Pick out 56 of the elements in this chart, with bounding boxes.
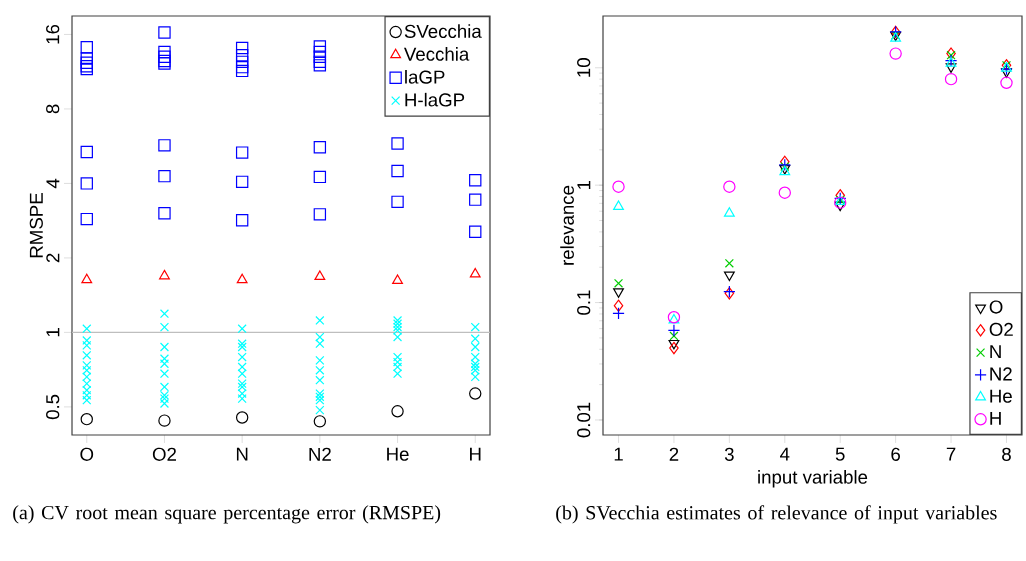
y-tick-label: 0.5 xyxy=(46,394,60,420)
x-tick-label: 8 xyxy=(1002,447,1011,461)
x-tick-label: 1 xyxy=(614,447,623,461)
point xyxy=(668,339,680,350)
legend-label: O xyxy=(989,300,1003,314)
point xyxy=(889,47,902,60)
point xyxy=(724,258,734,268)
point xyxy=(669,341,679,355)
x-tick-label: O2 xyxy=(152,447,176,461)
y-tick-label: 0.1 xyxy=(577,290,591,315)
x-tick-label: 6 xyxy=(891,447,900,461)
x-tick-label: 5 xyxy=(835,447,845,461)
x-tick-label: 7 xyxy=(946,447,956,461)
legend-label: SVecchia xyxy=(404,24,482,38)
point xyxy=(944,72,958,86)
x-tick-label: O xyxy=(80,447,94,461)
legend-label: O2 xyxy=(989,322,1013,337)
x-tick-label: He xyxy=(387,447,409,461)
point xyxy=(613,200,624,211)
point xyxy=(1000,76,1013,89)
y-axis-title: RMSPE xyxy=(29,193,43,258)
point xyxy=(612,180,625,193)
y-tick-label: 8 xyxy=(46,104,60,114)
y-axis-title: relevance xyxy=(560,185,574,265)
legend-label: H xyxy=(990,411,1001,425)
x-tick-label: N2 xyxy=(309,447,331,461)
x-tick-label: 2 xyxy=(669,447,679,461)
point xyxy=(613,288,624,298)
legend-label: He xyxy=(990,389,1012,403)
x-tick-label: H xyxy=(470,447,481,461)
x-tick-label: 4 xyxy=(780,447,790,461)
x-tick-label: N xyxy=(236,447,248,461)
point xyxy=(945,63,957,73)
legend-label: H-laGP xyxy=(405,92,465,107)
legend-label: N xyxy=(990,345,1001,359)
legend-label: N2 xyxy=(990,367,1012,381)
legend-label: laGP xyxy=(405,69,445,84)
x-axis-title: input variable xyxy=(758,470,868,488)
legend-label: Vecchia xyxy=(403,47,470,61)
y-tick-label: 0.01 xyxy=(577,402,591,438)
y-tick-label: 1 xyxy=(46,328,60,337)
text: (b) SVecchia estimates of relevance of input variables xyxy=(556,505,997,524)
y-tick-label: 2 xyxy=(46,253,60,263)
point xyxy=(778,186,791,199)
y-tick-label: 4 xyxy=(46,178,60,189)
point xyxy=(723,180,736,193)
text: (a) CV root mean square percentage error (RMSPE) xyxy=(13,505,441,524)
point xyxy=(723,271,735,282)
x-tick-label: 3 xyxy=(724,447,734,461)
y-tick-label: 16 xyxy=(46,24,60,44)
y-tick-label: 10 xyxy=(577,58,591,77)
point xyxy=(723,207,735,217)
point xyxy=(613,278,624,288)
point xyxy=(613,299,624,312)
point xyxy=(669,331,679,341)
y-tick-label: 1 xyxy=(577,180,591,189)
